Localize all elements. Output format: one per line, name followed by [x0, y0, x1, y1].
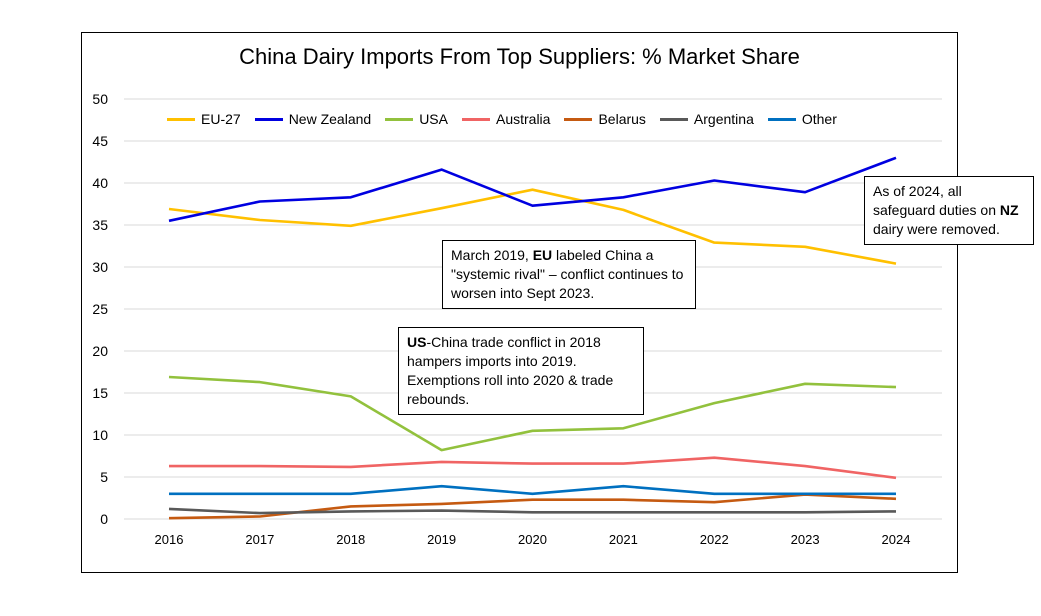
y-tick-label: 45 — [92, 133, 108, 149]
annotation-text: March 2019, — [451, 247, 533, 263]
legend-item: Argentina — [659, 111, 754, 127]
legend-item: Australia — [461, 111, 551, 127]
legend-item: Belarus — [564, 111, 646, 127]
legend-item: New Zealand — [254, 111, 372, 127]
annotation-emphasis: NZ — [999, 202, 1019, 218]
legend-label: New Zealand — [288, 111, 372, 127]
legend-swatch — [659, 117, 688, 121]
legend-swatch — [385, 117, 414, 121]
y-tick-label: 50 — [92, 91, 108, 107]
legend-label: EU-27 — [201, 111, 241, 127]
y-tick-label: 35 — [92, 217, 108, 233]
series-line-argentina — [168, 507, 897, 515]
series-line-australia — [169, 456, 897, 480]
legend-swatch — [767, 117, 796, 121]
annotation-text: dairy were removed. — [873, 221, 1000, 237]
chart-title: China Dairy Imports From Top Suppliers: … — [239, 44, 800, 69]
legend-label: Belarus — [598, 111, 646, 127]
x-tick-label: 2024 — [882, 532, 911, 547]
x-tick-label: 2019 — [427, 532, 456, 547]
annotation-emphasis: US — [407, 334, 427, 350]
legend-swatch — [461, 117, 490, 121]
legend: EU-27 New Zealand USA Australia Belarus Argen… — [167, 111, 851, 127]
legend-label: Other — [801, 111, 837, 127]
annotation-emphasis: EU — [532, 247, 553, 263]
y-tick-label: 15 — [92, 385, 108, 401]
x-tick-label: 2021 — [609, 532, 638, 547]
series-lines — [168, 156, 897, 520]
annotation-text: As of 2024, all safeguard duties on — [873, 183, 1000, 218]
series-line-other — [169, 484, 896, 496]
legend-label: Argentina — [693, 111, 754, 127]
gridlines — [124, 98, 942, 520]
y-axis-ticks: 0 5 10 15 20 25 30 35 40 45 50 — [92, 91, 108, 527]
legend-item: EU-27 — [167, 111, 241, 127]
series-line-usa — [168, 375, 897, 452]
y-tick-label: 5 — [100, 469, 108, 485]
series-line-belarus — [168, 493, 897, 520]
x-tick-label: 2022 — [700, 532, 729, 547]
annotation-text: -China trade conflict in 2018 hampers im… — [407, 334, 614, 407]
legend-label: USA — [419, 111, 448, 127]
legend-swatch — [167, 117, 195, 121]
legend-swatch — [564, 117, 593, 121]
x-tick-label: 2020 — [518, 532, 547, 547]
x-tick-label: 2016 — [155, 532, 184, 547]
legend-swatch — [254, 117, 283, 121]
legend-item: Other — [767, 111, 837, 127]
x-tick-label: 2023 — [791, 532, 820, 547]
annotation-us: US-China trade conflict in 2018 hampers … — [398, 327, 644, 415]
annotation-eu: March 2019, EU labeled China a "systemic… — [442, 240, 696, 309]
y-tick-label: 40 — [92, 175, 108, 191]
annotation-nz: As of 2024, all safeguard duties on NZ d… — [864, 176, 1034, 245]
x-tick-label: 2018 — [336, 532, 365, 547]
series-line-new-zealand — [168, 156, 897, 223]
y-tick-label: 25 — [92, 301, 108, 317]
y-tick-label: 0 — [100, 511, 108, 527]
legend-label: Australia — [495, 111, 551, 127]
y-tick-label: 20 — [92, 343, 108, 359]
series-line-eu-27 — [168, 188, 897, 265]
y-tick-label: 10 — [92, 427, 108, 443]
x-axis-ticks: 2016 2017 2018 2019 2020 2021 2022 2023 2024 — [155, 532, 911, 547]
y-tick-label: 30 — [92, 259, 108, 275]
x-tick-label: 2017 — [245, 532, 274, 547]
legend-item: USA — [385, 111, 448, 127]
annotation-text: labeled China a "systemic rival" – confl… — [451, 247, 684, 301]
